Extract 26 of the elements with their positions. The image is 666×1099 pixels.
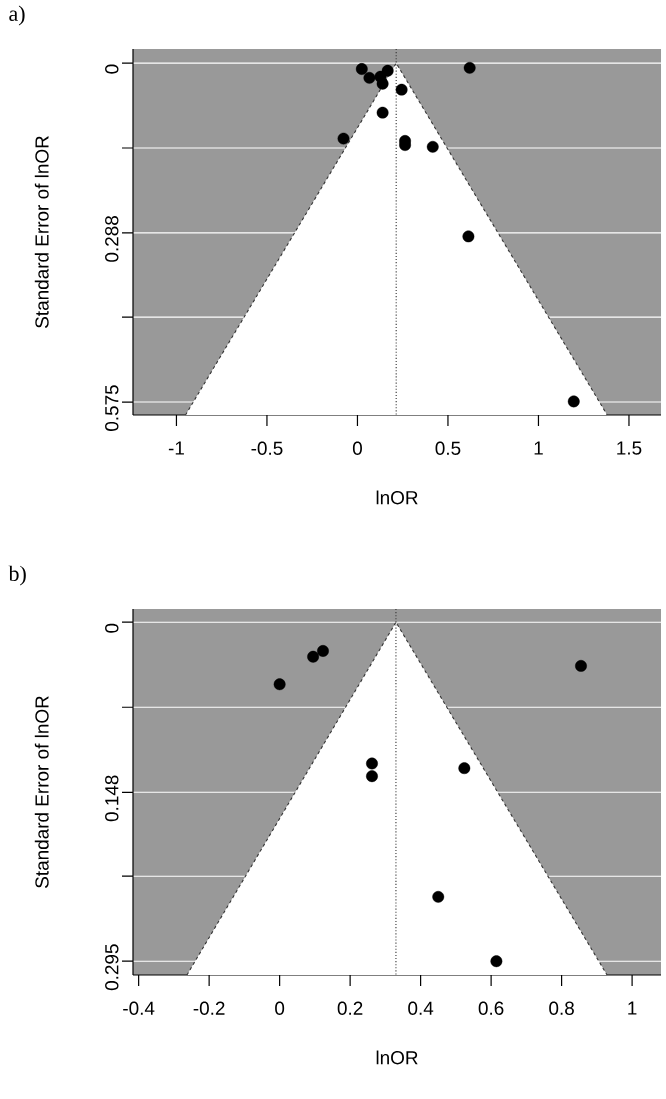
x-tick-label: -0.5 <box>251 441 283 455</box>
x-axis-title: lnOR <box>376 1050 418 1065</box>
x-tick-label: 0.5 <box>435 441 461 455</box>
x-tick-label: 0.6 <box>478 1001 504 1015</box>
x-tick-label: 1 <box>534 441 543 455</box>
y-tick-label: 0.288 <box>105 216 119 262</box>
chart-title: b) <box>8 565 26 586</box>
y-tick-label: 0.295 <box>105 944 119 991</box>
chart-title: a) <box>9 5 25 26</box>
x-tick-label: -0.2 <box>193 1001 225 1015</box>
x-tick-label: 0 <box>352 441 362 455</box>
y-axis-title: Standard Error of lnOR <box>34 696 49 888</box>
y-tick-label: 0.575 <box>105 385 119 431</box>
x-tick-label: 0 <box>275 1001 285 1015</box>
x-tick-label: 1.5 <box>617 441 642 455</box>
x-tick-label: 0.4 <box>408 1001 434 1015</box>
x-axis-title: lnOR <box>376 490 418 505</box>
x-tick-label: -1 <box>168 441 184 455</box>
x-tick-label: 0.2 <box>337 1001 363 1015</box>
y-tick-label: 0 <box>105 623 119 633</box>
y-axis-title: Standard Error of lnOR <box>34 136 49 328</box>
x-tick-label: -0.4 <box>123 1001 155 1015</box>
y-tick-label: 0.148 <box>105 775 119 822</box>
x-tick-label: 0.8 <box>549 1001 574 1015</box>
x-tick-label: 1 <box>628 1001 637 1015</box>
y-tick-label: 0 <box>105 64 119 74</box>
